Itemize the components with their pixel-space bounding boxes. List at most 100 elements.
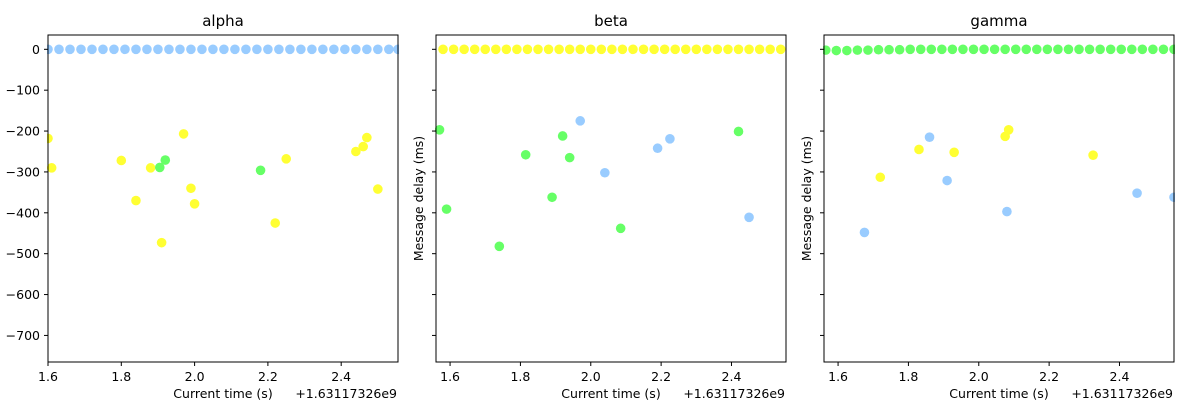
data-point <box>989 44 1000 55</box>
data-point <box>175 44 185 55</box>
data-point <box>1095 44 1105 55</box>
data-point <box>564 44 575 55</box>
data-point <box>733 44 744 55</box>
data-point <box>230 44 240 55</box>
data-point <box>501 44 512 55</box>
x-tick-label: 2.4 <box>722 369 742 384</box>
x-offset-label: +1.63117326e9 <box>295 386 397 400</box>
data-point <box>307 44 317 55</box>
y-tick-label: −100 <box>6 83 40 98</box>
y-tick-label: −500 <box>6 246 40 261</box>
x-tick-label: 1.6 <box>440 369 460 384</box>
data-point <box>296 44 306 55</box>
data-point <box>219 44 229 55</box>
data-point <box>434 125 445 135</box>
data-point <box>1084 44 1095 55</box>
data-point <box>362 44 372 55</box>
data-point <box>274 44 284 55</box>
data-point <box>702 44 712 55</box>
data-point <box>775 44 786 55</box>
data-point <box>490 44 501 55</box>
data-point <box>665 134 675 144</box>
data-point <box>1132 188 1142 198</box>
data-point <box>1042 44 1053 55</box>
data-point <box>859 227 870 238</box>
data-point <box>362 132 372 143</box>
data-point <box>905 44 915 55</box>
data-point <box>1116 44 1127 55</box>
data-point <box>547 192 557 203</box>
data-point <box>1074 44 1084 55</box>
data-point <box>1000 44 1010 55</box>
data-point <box>358 141 368 152</box>
panel-beta: beta 1.6 1.8 2.0 2.2 2.4 Current time (s) +1.63… <box>411 12 794 400</box>
data-point <box>723 44 733 55</box>
y-axis-label: Message delay (ms) <box>411 136 426 261</box>
y-tick-label: −200 <box>6 124 40 139</box>
data-point <box>1032 44 1042 55</box>
data-point <box>145 163 156 173</box>
data-point <box>564 152 575 163</box>
data-point <box>873 44 884 55</box>
data-point <box>252 44 262 55</box>
data-point <box>1021 44 1032 55</box>
x-offset-label: +1.63117326e9 <box>683 386 785 400</box>
data-point <box>87 44 97 55</box>
x-axis-label: Current time (s) <box>949 386 1048 400</box>
data-point <box>831 45 842 56</box>
data-point <box>373 44 383 55</box>
data-point <box>469 44 480 55</box>
data-point <box>448 44 459 55</box>
axes-frame <box>435 34 787 363</box>
data-point <box>949 147 959 158</box>
x-offset-label: +1.63117326e9 <box>1071 386 1173 400</box>
chart-title: beta <box>594 12 628 30</box>
data-point <box>884 44 894 55</box>
data-point <box>116 155 127 166</box>
x-tick-label: 1.6 <box>38 369 58 384</box>
chart-title: gamma <box>970 12 1027 30</box>
data-point <box>351 146 361 157</box>
data-point <box>494 241 505 252</box>
x-tick-label: 2.4 <box>331 369 351 384</box>
y-tick-label: 0 <box>32 42 40 57</box>
x-tick-label: 1.8 <box>111 369 131 384</box>
data-point <box>186 183 196 194</box>
data-point <box>120 44 130 55</box>
data-point <box>318 44 328 55</box>
chart-title: alpha <box>202 12 244 30</box>
data-point <box>894 44 905 55</box>
x-tick-label: 2.0 <box>969 369 989 384</box>
data-point <box>189 199 200 209</box>
data-point <box>1010 44 1021 55</box>
data-point <box>178 129 189 139</box>
data-point <box>54 44 64 55</box>
data-point <box>373 184 383 194</box>
data-point <box>1158 44 1169 55</box>
data-point <box>615 223 626 234</box>
data-point <box>1053 44 1063 55</box>
data-point <box>154 162 165 173</box>
data-point <box>533 44 543 55</box>
data-point <box>575 44 586 55</box>
data-point <box>512 44 522 55</box>
data-point <box>543 44 554 55</box>
data-point <box>351 44 361 55</box>
data-point <box>659 44 670 55</box>
data-point <box>65 44 75 55</box>
y-axis-label: Message delay (ms) <box>799 136 814 261</box>
data-point <box>98 44 108 55</box>
data-point <box>852 45 863 55</box>
x-tick-label: 2.0 <box>581 369 601 384</box>
data-point <box>281 154 292 164</box>
data-point <box>842 45 852 56</box>
data-point <box>270 218 281 228</box>
data-point <box>160 155 171 165</box>
data-point <box>554 44 564 55</box>
data-point <box>76 44 86 55</box>
data-point <box>255 165 266 176</box>
data-point <box>1126 44 1137 55</box>
panel-gamma: gamma 1.6 1.8 2.0 2.2 2.4 Current time (s) +1.6… <box>799 12 1182 400</box>
data-point <box>754 44 765 55</box>
